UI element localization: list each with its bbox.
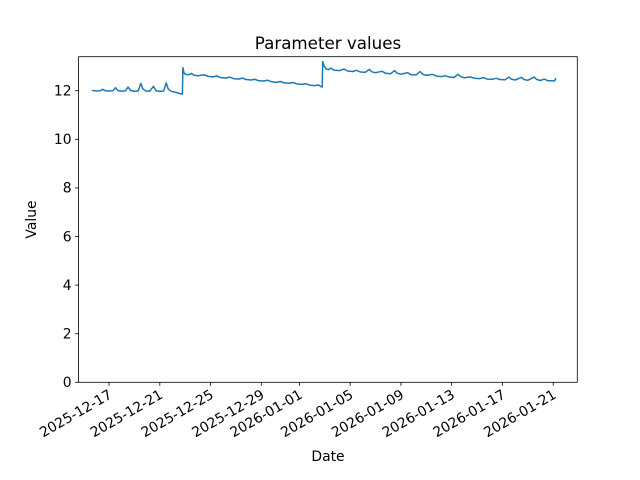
y-axis-label: Value [24,200,40,238]
y-tick-label: 6 [63,229,72,245]
plot-area: 0246810122025-12-172025-12-212025-12-252… [37,56,578,441]
y-tick-label: 0 [63,375,72,391]
y-tick-label: 10 [54,132,72,148]
y-tick-label: 8 [63,181,72,197]
x-axis-label: Date [311,449,344,465]
y-tick-label: 2 [63,327,72,343]
y-tick-label: 4 [63,278,72,294]
data-series-line [92,60,557,95]
y-tick-label: 12 [54,84,72,100]
chart-title: Parameter values [255,33,401,53]
plot-frame [78,56,578,383]
